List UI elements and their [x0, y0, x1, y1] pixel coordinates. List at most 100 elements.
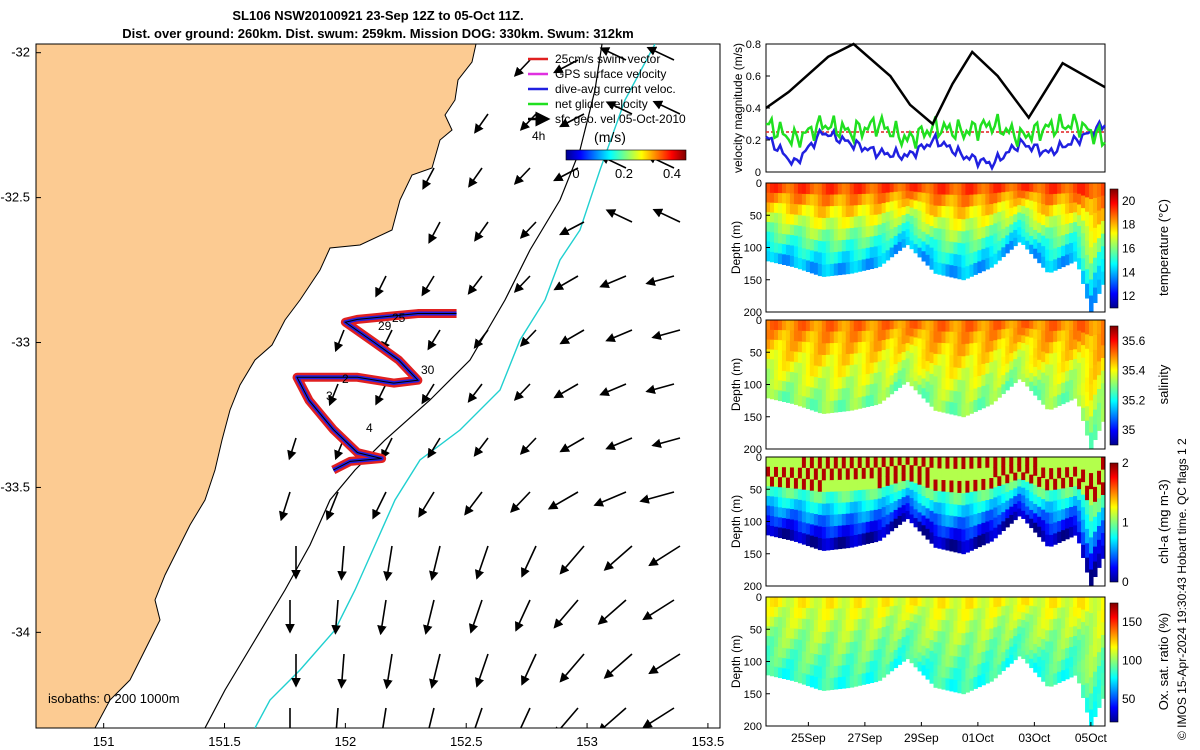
section-cell: [1081, 634, 1086, 648]
section-cell: [777, 390, 783, 402]
section-cell: [766, 192, 771, 203]
section-cell: [1029, 183, 1034, 193]
section-cell: [785, 193, 791, 205]
section-cell: [1041, 628, 1046, 640]
section-cell: [1053, 226, 1058, 239]
section-cell: [1077, 330, 1082, 342]
section-cell: [1025, 361, 1030, 371]
section-cell: [925, 467, 931, 479]
section-cell: [1029, 372, 1034, 383]
section-cell: [877, 245, 883, 257]
section-cell: [797, 183, 803, 195]
section-cell: [813, 676, 819, 689]
section-cell: [977, 353, 982, 366]
section-cell: [1093, 546, 1098, 563]
section-cell: [897, 457, 903, 466]
section-cell: [1025, 473, 1030, 483]
section-cell: [913, 631, 919, 642]
section-cell: [885, 485, 891, 496]
section-cell: [889, 512, 895, 523]
section-cell: [921, 597, 927, 608]
section-cell: [857, 619, 863, 631]
section-cell: [881, 183, 887, 194]
section-cell: [913, 649, 919, 659]
section-cell: [809, 250, 815, 263]
section-cell: [1005, 483, 1010, 493]
section-cell: [813, 331, 819, 344]
section-cell: [1073, 597, 1078, 608]
section-cell: [773, 597, 779, 608]
section-cell: [801, 352, 807, 365]
section-cell: [857, 194, 863, 206]
section-cell: [777, 487, 783, 498]
section-cell: [981, 640, 986, 653]
section-cell: [789, 183, 795, 194]
section-cell: [997, 231, 1002, 242]
section-cell: [1085, 197, 1090, 213]
section-cell: [873, 320, 879, 332]
velocity-arrow: [513, 167, 531, 185]
section-colorbar-tick-label: 35.2: [1122, 393, 1146, 407]
section-cell: [781, 647, 787, 659]
section-cell: [1013, 343, 1018, 352]
section-cell: [1017, 457, 1022, 465]
section-cell: [1061, 351, 1066, 363]
section-cell: [809, 653, 815, 665]
section-cell: [837, 320, 843, 332]
section-cell: [1013, 496, 1018, 505]
section-cell: [905, 198, 911, 207]
section-cell: [773, 526, 779, 538]
section-cell: [805, 342, 811, 354]
section-cell: [1081, 320, 1086, 334]
section-cell: [1085, 363, 1090, 379]
section-cell: [873, 531, 879, 543]
section-cell: [766, 320, 771, 331]
section-cell: [945, 183, 950, 196]
section-cell: [893, 183, 899, 193]
section-cell: [1093, 597, 1098, 613]
section-cell: [1097, 652, 1102, 667]
section-cell: [797, 320, 803, 332]
section-cell: [825, 526, 831, 539]
section-cell: [813, 320, 819, 332]
section-cell: [941, 597, 946, 610]
section-cell: [1025, 605, 1030, 615]
section-cell: [953, 644, 958, 657]
section-cell: [837, 263, 843, 276]
section-cell: [1101, 383, 1106, 397]
section-cell: [825, 538, 831, 551]
section-cell: [781, 617, 787, 629]
section-cell: [921, 359, 927, 370]
section-cell: [997, 514, 1002, 526]
section-cell: [909, 597, 915, 606]
section-cell: [833, 643, 839, 656]
section-cell: [841, 228, 847, 241]
section-cell: [985, 193, 990, 205]
section-cell: [766, 221, 771, 233]
section-cell: [1065, 668, 1070, 680]
section-cell: [821, 597, 827, 610]
section-cell: [941, 468, 946, 481]
section-cell: [833, 217, 839, 230]
section-cell: [933, 183, 938, 195]
section-cell: [785, 330, 791, 342]
section-cell: [877, 488, 883, 500]
section-cell: [1049, 501, 1054, 514]
section-cell: [1021, 343, 1026, 352]
section-cell: [973, 342, 978, 355]
section-cell: [993, 350, 998, 361]
section-cell: [985, 341, 990, 353]
section-cell: [801, 500, 807, 512]
section-cell: [873, 607, 879, 619]
section-cell: [837, 388, 843, 401]
section-cell: [937, 665, 942, 678]
section-cell: [845, 205, 851, 218]
velocity-arrow: [429, 545, 441, 581]
section-cell: [805, 375, 811, 387]
velocity-arrow: [334, 329, 345, 353]
section-cell: [897, 597, 903, 606]
section-cell: [1005, 217, 1010, 228]
velocity-arrow: [603, 653, 633, 679]
section-cell: [977, 387, 982, 399]
